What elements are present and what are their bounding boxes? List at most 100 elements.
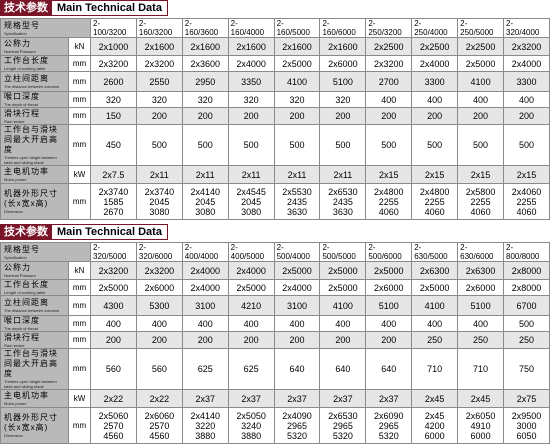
value-line: 2950 — [195, 76, 216, 87]
value-cell: 2x45 — [457, 389, 505, 408]
row-label: 主电机功率 Motor power — [0, 165, 69, 184]
row-label-cn: 主电机功率 — [4, 167, 49, 176]
value-line: 2- — [414, 19, 422, 29]
value-cell: 2x5000 — [90, 279, 137, 296]
value-line: 400 — [335, 318, 351, 329]
value-line: 450 — [105, 140, 121, 150]
value-line: 640 — [381, 364, 397, 374]
value-cell: 2x6530 2435 3630 — [319, 183, 367, 220]
row-label: 主电机功率 Motor power — [0, 389, 69, 408]
value-line: 2- — [93, 19, 101, 29]
value-cell: 2x6300 — [457, 261, 505, 280]
value-line: 800/8000 — [506, 252, 540, 261]
value-cell: 2x11 — [135, 165, 183, 184]
value-line: 2x4800 — [419, 186, 450, 197]
row-label-cn: 公称力 — [4, 39, 31, 48]
value-cell: 500 — [503, 124, 550, 166]
model-cell: 2- 630/5000 — [411, 242, 459, 262]
value-cell: 2x1600 — [227, 37, 275, 56]
value-line: 640 — [289, 364, 305, 374]
value-line: 710 — [473, 364, 489, 374]
value-line: 320 — [105, 94, 121, 105]
value-line: 2- — [276, 243, 284, 253]
value-cell: 2x75 — [503, 389, 550, 408]
value-line: 2x45 — [470, 393, 491, 404]
value-line: 2- — [368, 243, 376, 253]
value-cell: 250 — [457, 331, 505, 349]
value-cell: 2x3200 — [90, 261, 137, 280]
value-line: 2x5000 — [374, 265, 404, 276]
value-cell: 710 — [411, 348, 459, 390]
model-cell: 2- 400/5000 — [227, 242, 275, 262]
value-cell: 2x37 — [319, 389, 367, 408]
value-line: 320/4000 — [506, 28, 540, 37]
value-cell: 320 — [227, 91, 275, 108]
value-cell: 625 — [181, 348, 229, 390]
value-line: 2x2500 — [419, 41, 450, 52]
value-cell: 250 — [411, 331, 459, 349]
value-line: 2x3200 — [98, 58, 129, 69]
value-cell: 640 — [319, 348, 367, 390]
value-line: 2- — [276, 19, 284, 29]
value-line: 400 — [427, 94, 443, 105]
value-line: 250 — [518, 335, 535, 345]
value-cell: 2x5000 — [457, 55, 505, 72]
spec-row: 工作台与滑块间最大开启高度 Thebtes open height between… — [0, 348, 550, 390]
value-cell: 5100 — [457, 295, 505, 316]
model-cell: 2- 250/5000 — [457, 18, 505, 38]
value-line: 625 — [197, 364, 213, 374]
value-line: 4100 — [424, 300, 445, 311]
value-line: 2700 — [378, 76, 399, 87]
value-line: 250/5000 — [460, 28, 494, 37]
value-line: 5320 — [286, 430, 308, 441]
value-cell: 2x6000 — [135, 279, 183, 296]
value-line: 150 — [105, 111, 121, 121]
value-line: 250 — [473, 335, 489, 345]
value-line: 200 — [151, 335, 167, 345]
value-line: 200 — [381, 111, 397, 121]
value-line: 400 — [151, 318, 167, 329]
value-cell: 2x1600 — [135, 37, 183, 56]
value-cell: 400 — [411, 315, 459, 332]
value-cell: 3300 — [503, 71, 550, 92]
value-line: 4060 — [470, 206, 491, 217]
model-cell: 2- 160/3200 — [135, 18, 183, 38]
value-line: 500 — [518, 140, 535, 150]
value-cell: 500 — [411, 124, 459, 166]
value-line: 2x1000 — [98, 41, 129, 52]
value-line: 160/3200 — [138, 28, 173, 37]
row-unit: mm — [68, 279, 91, 296]
value-line: 2965 — [378, 420, 399, 431]
value-line: 2x15 — [424, 169, 445, 180]
value-cell: 2x4000 — [227, 261, 275, 280]
value-cell: 2x1600 — [319, 37, 367, 56]
value-cell: 200 — [135, 331, 183, 349]
value-line: 320 — [197, 94, 213, 105]
value-line: 400 — [243, 318, 259, 329]
value-cell: 2x3740 2045 3080 — [135, 183, 183, 220]
row-label-cn: 滑块行程 — [4, 332, 40, 342]
model-cell: 2- 250/3200 — [365, 18, 413, 38]
model-cell: 2- 160/4000 — [227, 18, 275, 38]
spec-row: 喉口深度 The depth of throat mm 400 400 400 400 400… — [0, 315, 550, 332]
value-line: 2x37 — [333, 393, 353, 404]
row-label: 公称力 Nominal Pressure — [0, 261, 69, 280]
value-line: 2x3600 — [190, 58, 220, 69]
value-cell: 320 — [181, 91, 229, 108]
value-line: 560 — [151, 364, 167, 374]
value-cell: 2x45 — [411, 389, 459, 408]
value-line: 2x4800 — [374, 186, 404, 197]
value-line: 2x6000 — [465, 282, 496, 293]
value-line: 400 — [381, 94, 397, 105]
value-line: 4560 — [149, 430, 170, 441]
value-line: 2x5000 — [328, 265, 358, 276]
value-cell: 4210 — [227, 295, 275, 316]
value-cell: 2x6050 4910 6000 — [457, 407, 505, 444]
value-line: 200 — [381, 335, 397, 345]
value-cell: 2x2500 — [457, 37, 505, 56]
value-cell: 500 — [227, 124, 275, 166]
value-line: 3630 — [286, 206, 308, 217]
value-cell: 400 — [181, 315, 229, 332]
value-line: 2965 — [286, 420, 308, 431]
value-line: 2- — [138, 19, 147, 29]
